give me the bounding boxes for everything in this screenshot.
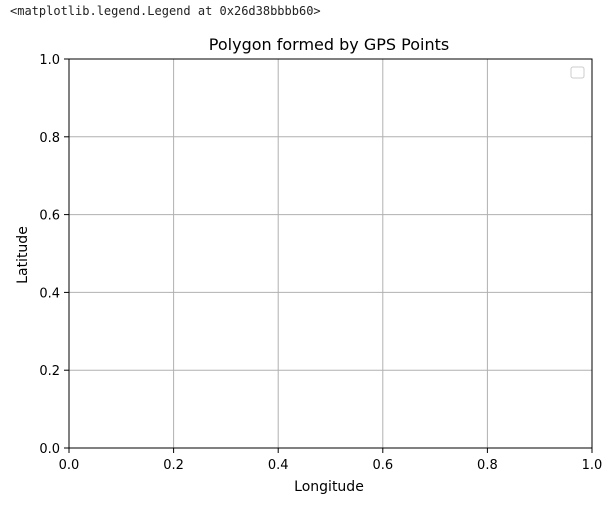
y-tick-label: 0.4 — [39, 286, 60, 301]
y-tick-label: 0.8 — [39, 131, 60, 146]
y-tick-label: 0.6 — [39, 209, 60, 224]
x-tick-label: 0.6 — [372, 458, 393, 473]
output-repr-text: <matplotlib.legend.Legend at 0x26d38bbbb… — [10, 4, 321, 18]
y-tick-label: 0.0 — [39, 442, 60, 457]
grid-lines — [68, 58, 593, 449]
x-axis-title: Longitude — [294, 479, 364, 495]
plot-area-frame — [68, 58, 593, 449]
x-tick-label: 0.8 — [477, 458, 498, 473]
x-tick-label: 1.0 — [582, 458, 603, 473]
x-tick-label: 0.2 — [163, 458, 184, 473]
x-tick-label: 0.4 — [268, 458, 289, 473]
legend-box — [570, 66, 585, 79]
y-tick-label: 1.0 — [39, 53, 60, 68]
chart-title: Polygon formed by GPS Points — [209, 35, 449, 54]
x-tick-label: 0.0 — [59, 458, 80, 473]
y-tick-label: 0.2 — [39, 364, 60, 379]
y-axis-title: Latitude — [15, 226, 31, 284]
ticks: 0.0 0.2 0.4 0.6 0.8 1.0 0.0 0.2 0.4 0.6 0.8 1.0 — [39, 53, 602, 473]
